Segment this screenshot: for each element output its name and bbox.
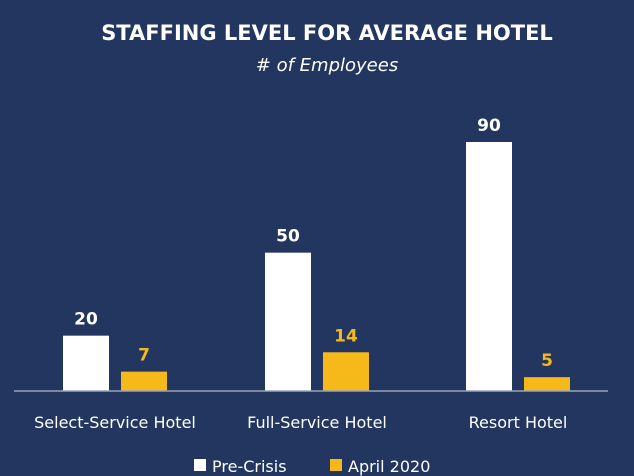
legend-swatch-pre-crisis xyxy=(194,459,206,471)
bar-pre-crisis-full-service-hotel xyxy=(265,252,311,391)
legend-swatch-april-2020 xyxy=(330,459,342,471)
data-label-pre-crisis-resort-hotel: 90 xyxy=(477,116,501,136)
chart-title: STAFFING LEVEL FOR AVERAGE HOTEL xyxy=(101,21,553,45)
x-tick-label-full-service-hotel: Full-Service Hotel xyxy=(247,413,387,432)
legend: Pre-Crisis April 2020 xyxy=(194,457,430,476)
x-tick-label-select-service-hotel: Select-Service Hotel xyxy=(34,413,196,432)
x-axis-labels: Select-Service Hotel Full-Service Hotel Re… xyxy=(34,413,567,432)
chart-subtitle: # of Employees xyxy=(256,55,398,76)
bars-group: 20 7 50 14 90 5 xyxy=(63,116,570,391)
x-tick-label-resort-hotel: Resort Hotel xyxy=(469,413,568,432)
data-label-april-2020-select-service-hotel: 7 xyxy=(138,346,150,366)
legend-label-pre-crisis: Pre-Crisis xyxy=(212,457,287,476)
legend-label-april-2020: April 2020 xyxy=(348,457,430,476)
data-label-pre-crisis-select-service-hotel: 20 xyxy=(74,310,98,330)
bar-april-2020-select-service-hotel xyxy=(121,371,167,391)
bar-april-2020-resort-hotel xyxy=(524,377,570,391)
data-label-april-2020-resort-hotel: 5 xyxy=(541,351,553,371)
data-label-april-2020-full-service-hotel: 14 xyxy=(334,326,358,346)
bar-pre-crisis-select-service-hotel xyxy=(63,335,109,391)
bar-pre-crisis-resort-hotel xyxy=(466,142,512,391)
data-label-pre-crisis-full-service-hotel: 50 xyxy=(276,227,300,247)
bar-april-2020-full-service-hotel xyxy=(323,352,369,391)
